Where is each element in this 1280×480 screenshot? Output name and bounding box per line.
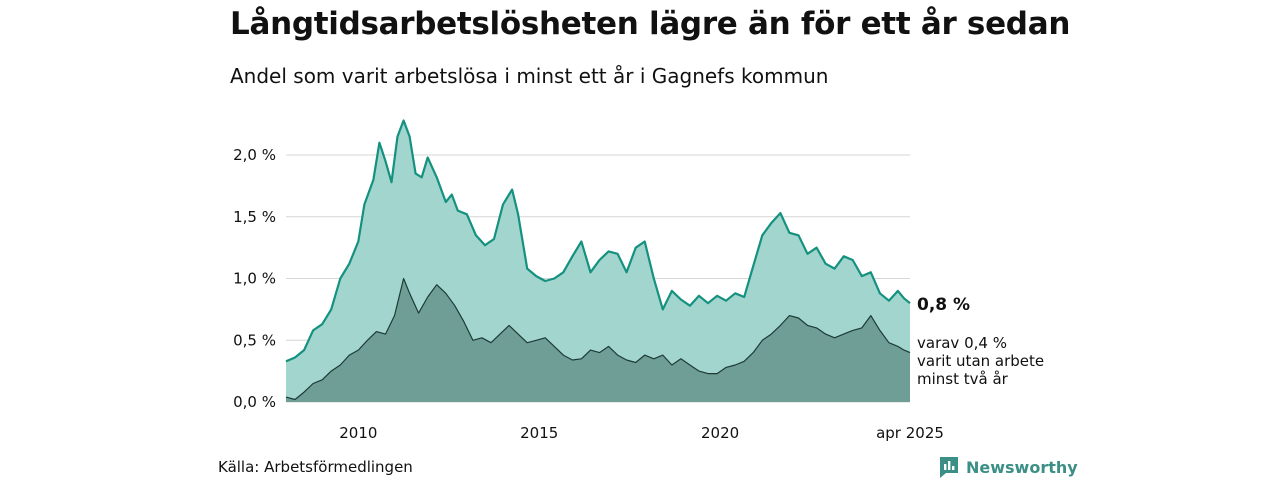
series-2-area — [286, 278, 910, 402]
x-tick-label-0: 2010 — [339, 424, 377, 442]
end-value-sub-line-1: varav 0,4 % — [917, 334, 1007, 352]
end-annotations: 0,8 % varav 0,4 % varit utan arbete mins… — [917, 295, 1044, 388]
end-value-sub-line-3: minst två år — [917, 370, 1009, 388]
y-tick-label-1: 0,5 % — [233, 331, 276, 349]
brand-name: Newsworthy — [966, 457, 1078, 477]
series-1-line — [285, 119, 911, 363]
y-tick-label-4: 2,0 % — [233, 146, 276, 164]
y-tick-label-3: 1,5 % — [233, 208, 276, 226]
end-value-main-label: 0,8 % — [917, 295, 970, 315]
y-tick-label-2: 1,0 % — [233, 270, 276, 288]
x-tick-label-1: 2015 — [520, 424, 558, 442]
axis-labels: 0,0 % 0,5 % 1,0 % 1,5 % 2,0 % 2010 2015 2020 apr… — [233, 146, 944, 442]
end-value-sub-line-2: varit utan arbete — [917, 352, 1044, 370]
y-tick-label-0: 0,0 % — [233, 393, 276, 411]
chart-subtitle: Andel som varit arbetslösa i minst ett å… — [230, 64, 829, 88]
source-note: Källa: Arbetsförmedlingen — [218, 458, 413, 476]
x-tick-label-2: 2020 — [701, 424, 739, 442]
chart-title: Långtidsarbetslösheten lägre än för ett … — [230, 6, 1071, 42]
newsworthy-logo-icon — [940, 457, 958, 478]
chart-areas — [285, 119, 911, 402]
series-2-line — [285, 277, 911, 401]
x-tick-label-3: apr 2025 — [876, 424, 944, 442]
brand-logo[interactable]: Newsworthy — [938, 454, 1078, 480]
